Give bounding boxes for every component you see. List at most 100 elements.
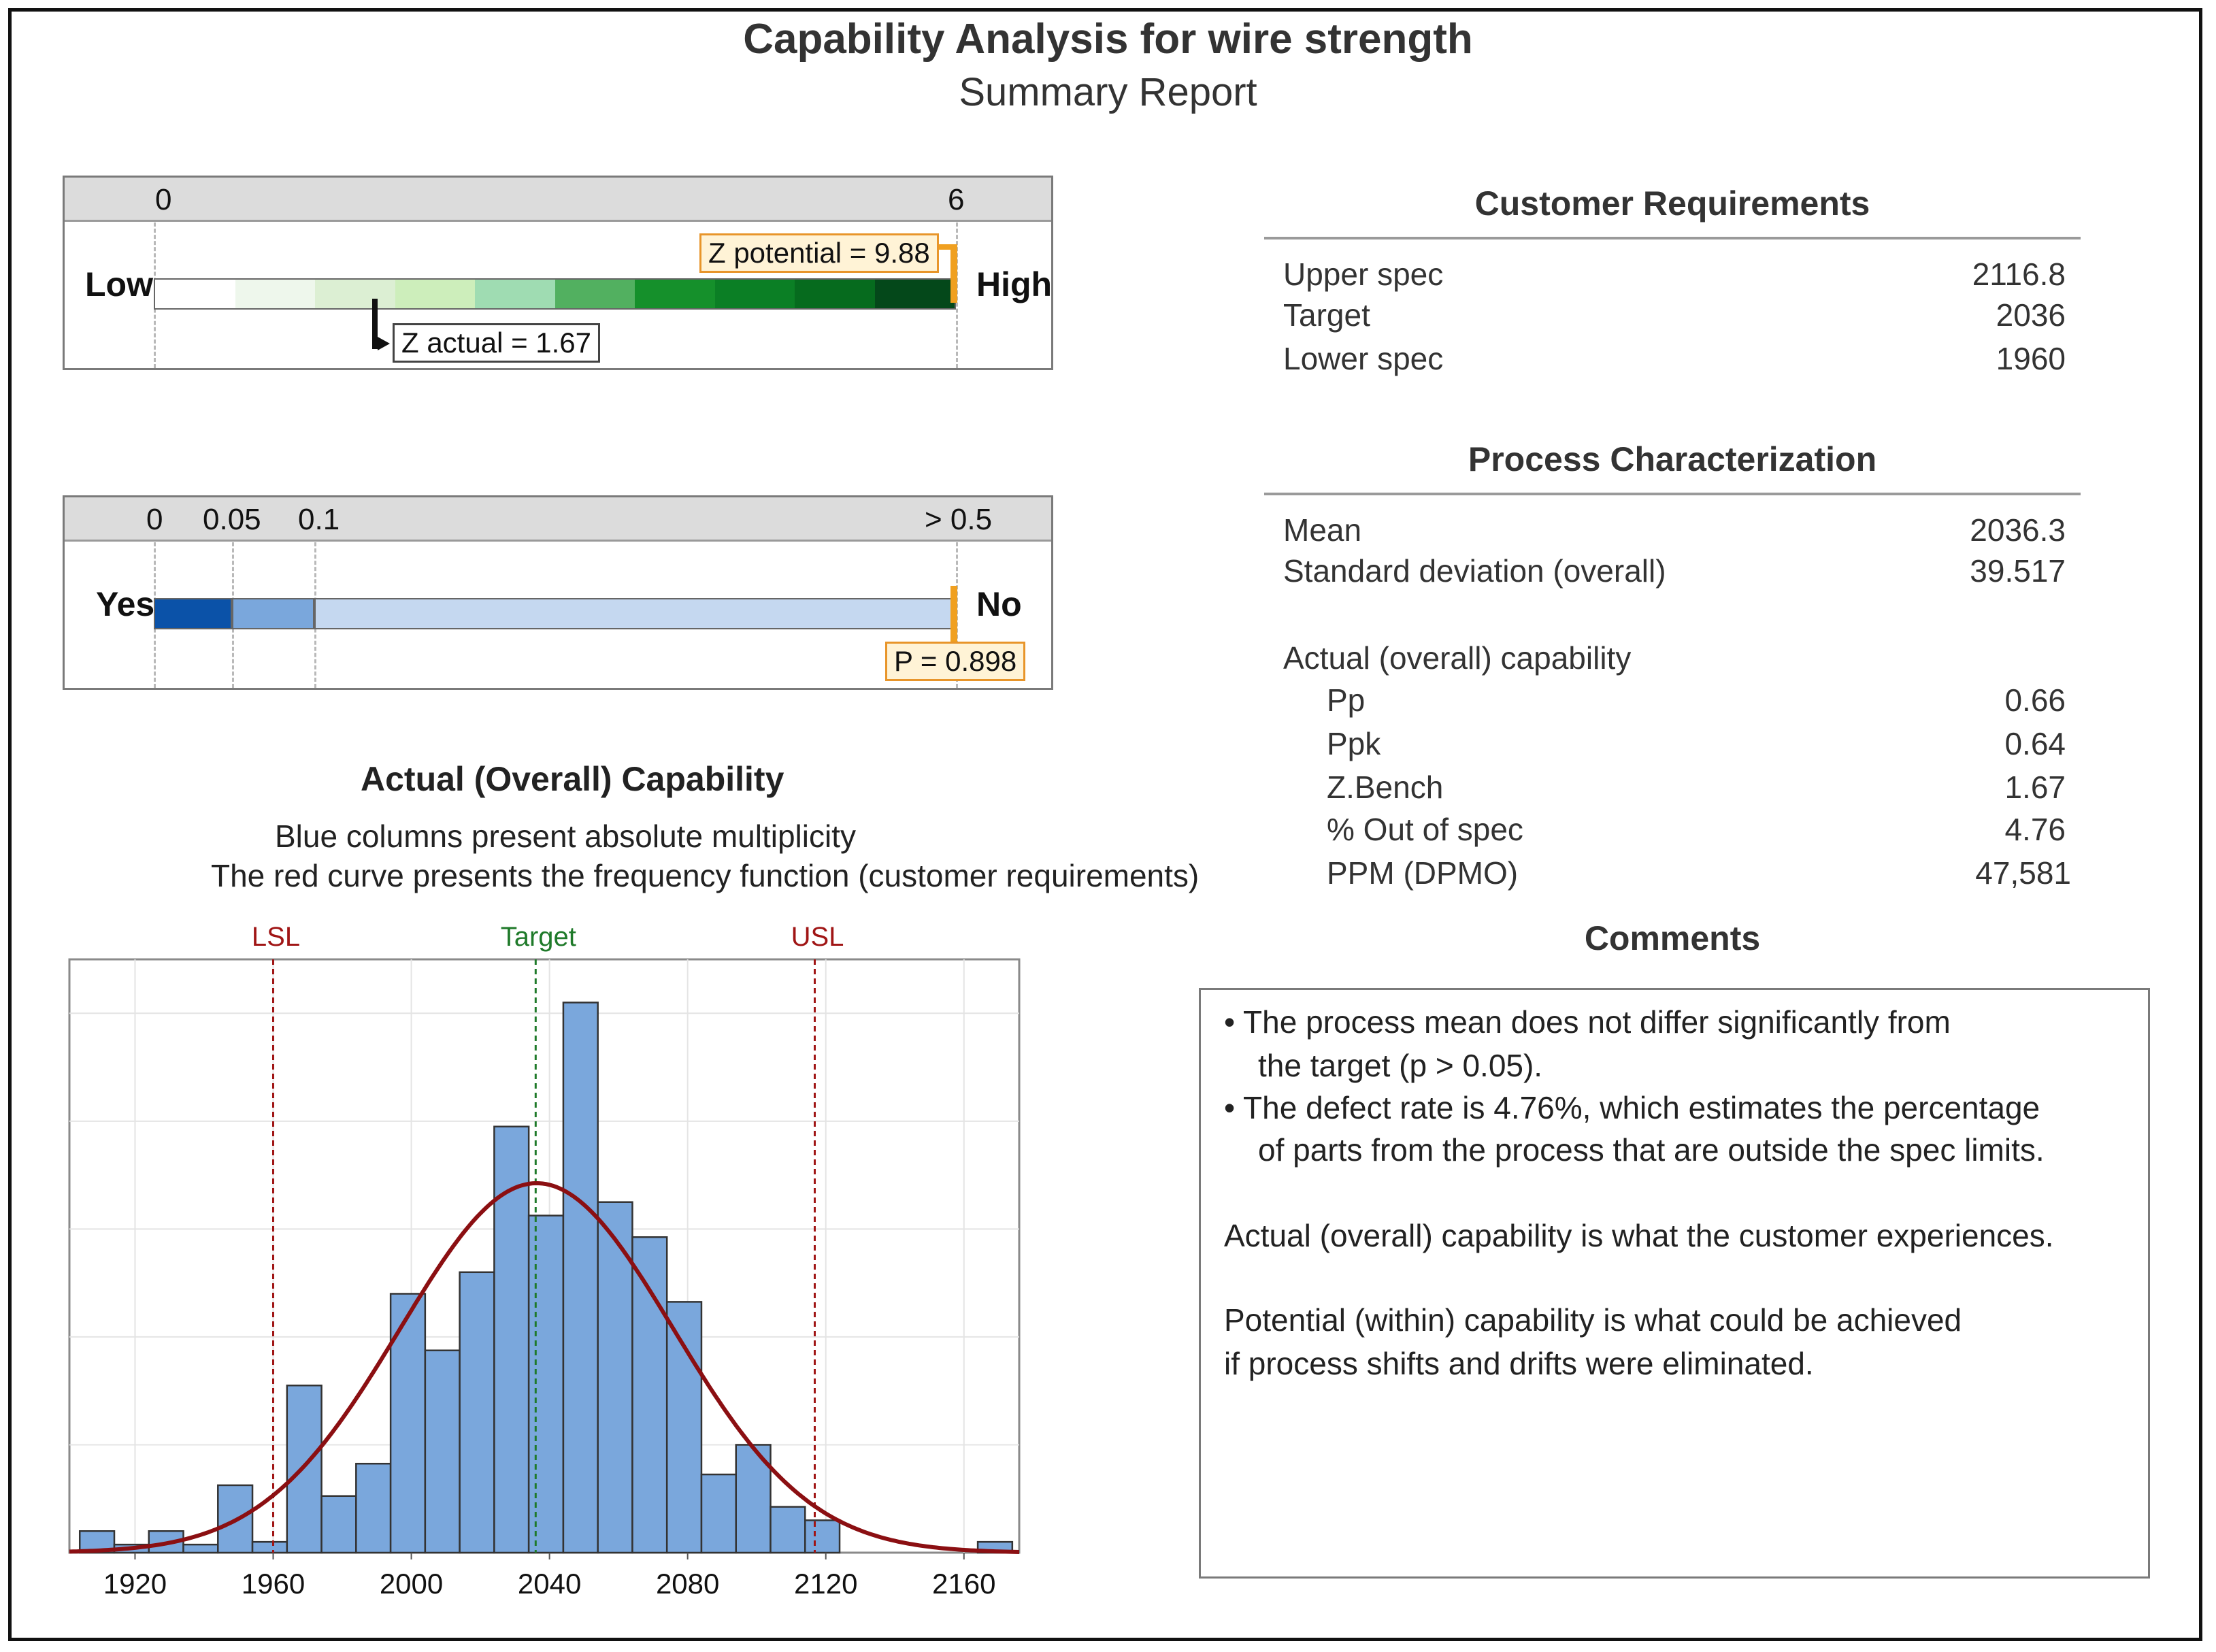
z-scale-segment	[795, 280, 875, 308]
x-tick-label: 1960	[242, 1568, 305, 1600]
report-subtitle: Summary Report	[959, 70, 1257, 114]
mean-value: 2036.3	[1970, 512, 2066, 548]
z-scale-segment	[635, 280, 715, 308]
histogram-bar	[459, 1271, 495, 1554]
ref-label-target: Target	[501, 922, 576, 952]
p-value-panel: 0 0.05 0.1 > 0.5 Yes No P = 0.898	[63, 495, 1053, 690]
comments-title: Comments	[1584, 919, 1761, 957]
z-actual-arrow	[378, 337, 390, 350]
p-tick-01: 0.1	[298, 503, 340, 536]
ppm-label: PPM (DPMO)	[1327, 855, 1519, 891]
comment-line-7: if process shifts and drifts were elimin…	[1224, 1346, 1814, 1381]
customer-requirements-rule	[1264, 237, 2081, 239]
upper-spec-label: Upper spec	[1283, 257, 1444, 292]
comment-line-2: the target (p > 0.05).	[1258, 1048, 1543, 1083]
x-tick-label: 1920	[103, 1568, 167, 1600]
comments-box: • The process mean does not differ signi…	[1199, 988, 2150, 1579]
histogram-bar	[251, 1540, 288, 1554]
stdev-value: 39.517	[1970, 553, 2066, 589]
capability-title: Actual (Overall) Capability	[361, 760, 784, 798]
histogram-bar	[700, 1473, 737, 1554]
ppm-value: 47,581	[1975, 855, 2071, 891]
zbench-label: Z.Bench	[1327, 770, 1444, 805]
comment-line-1: • The process mean does not differ signi…	[1224, 1004, 1951, 1040]
capability-histogram: LSL Target USL 1920 1960 2000 2040 2080 2120 2160	[68, 922, 1021, 1600]
process-characterization-title: Process Characterization	[1468, 440, 1877, 478]
z-high-label: High	[976, 265, 1053, 303]
histogram-bar	[665, 1301, 703, 1554]
comment-line-5: Actual (overall) capability is what the …	[1224, 1218, 2054, 1253]
comment-line-6: Potential (within) capability is what co…	[1224, 1302, 1962, 1338]
p-tick-005: 0.05	[203, 503, 261, 536]
z-benchmark-panel: 0 6 Low High Z actual = 1.67 Z potential…	[63, 176, 1053, 370]
z-low-label: Low	[85, 265, 153, 303]
mean-label: Mean	[1283, 512, 1362, 548]
z-potential-callout: Z potential = 9.88	[699, 233, 939, 273]
customer-requirements-title: Customer Requirements	[1474, 184, 1870, 222]
z-panel-header	[65, 178, 1051, 222]
out-of-spec-label: % Out of spec	[1327, 812, 1523, 847]
capability-line-1: Blue columns present absolute multiplici…	[275, 819, 856, 854]
process-characterization-rule	[1264, 493, 2081, 495]
z-scale-segment	[395, 280, 475, 308]
histogram-bar	[424, 1349, 461, 1554]
z-tick-left: 0	[155, 183, 172, 216]
x-tick-label: 2040	[518, 1568, 581, 1600]
z-scale-segment	[714, 280, 795, 308]
p-segment-strong	[154, 598, 232, 629]
target-label: Target	[1283, 297, 1370, 333]
histogram-bar	[631, 1236, 668, 1554]
z-actual-callout: Z actual = 1.67	[393, 323, 601, 363]
histogram-bar	[355, 1462, 392, 1554]
z-potential-tip	[937, 244, 952, 250]
histogram-bar	[320, 1495, 357, 1554]
x-tick-label: 2160	[932, 1568, 995, 1600]
histogram-bar	[770, 1506, 806, 1554]
p-segment-weak	[314, 598, 956, 629]
z-scale-segment	[235, 280, 315, 308]
normal-curve	[69, 1180, 1020, 1554]
histogram-bar	[286, 1385, 323, 1554]
pp-label: Pp	[1327, 682, 1366, 718]
ppk-label: Ppk	[1327, 726, 1381, 761]
target-value: 2036	[1996, 297, 2066, 333]
z-scale-segment	[155, 280, 235, 308]
histogram-bar	[804, 1519, 841, 1554]
capability-heading: Actual (overall) capability	[1283, 640, 1632, 676]
p-no-label: No	[976, 585, 1022, 623]
z-tick-right: 6	[948, 183, 965, 216]
comment-line-4: of parts from the process that are outsi…	[1258, 1132, 2045, 1168]
stdev-label: Standard deviation (overall)	[1283, 553, 1666, 589]
lower-spec-label: Lower spec	[1283, 341, 1444, 376]
p-tick-0: 0	[146, 503, 163, 536]
capability-line-2: The red curve presents the frequency fun…	[211, 858, 1200, 893]
zbench-value: 1.67	[2004, 770, 2066, 805]
histogram-bar	[182, 1543, 219, 1554]
z-scale-bar	[154, 278, 956, 310]
p-marker	[950, 586, 957, 642]
comment-line-3: • The defect rate is 4.76%, which estima…	[1224, 1090, 2040, 1125]
histogram-bar	[597, 1201, 633, 1554]
upper-spec-value: 2116.8	[1972, 257, 2066, 292]
z-scale-segment	[475, 280, 555, 308]
p-tick-05: > 0.5	[925, 503, 993, 536]
histogram-bar	[562, 1002, 599, 1554]
lower-spec-value: 1960	[1996, 341, 2066, 376]
histogram-bar	[527, 1215, 565, 1554]
out-of-spec-value: 4.76	[2004, 812, 2066, 847]
p-panel-header	[65, 497, 1051, 542]
p-segment-medium	[232, 598, 314, 629]
pp-value: 0.66	[2004, 682, 2066, 718]
report-title: Capability Analysis for wire strength	[743, 16, 1473, 63]
ref-label-lsl: LSL	[252, 922, 300, 952]
x-tick-label: 2000	[380, 1568, 443, 1600]
p-yes-label: Yes	[96, 585, 155, 623]
ppk-value: 0.64	[2004, 726, 2066, 761]
ref-label-usl: USL	[791, 922, 844, 952]
z-scale-segment	[874, 280, 955, 308]
x-tick-label: 2080	[656, 1568, 719, 1600]
z-potential-marker	[950, 244, 957, 303]
z-scale-segment	[315, 280, 395, 308]
x-tick-label: 2120	[794, 1568, 857, 1600]
z-scale-segment	[555, 280, 635, 308]
